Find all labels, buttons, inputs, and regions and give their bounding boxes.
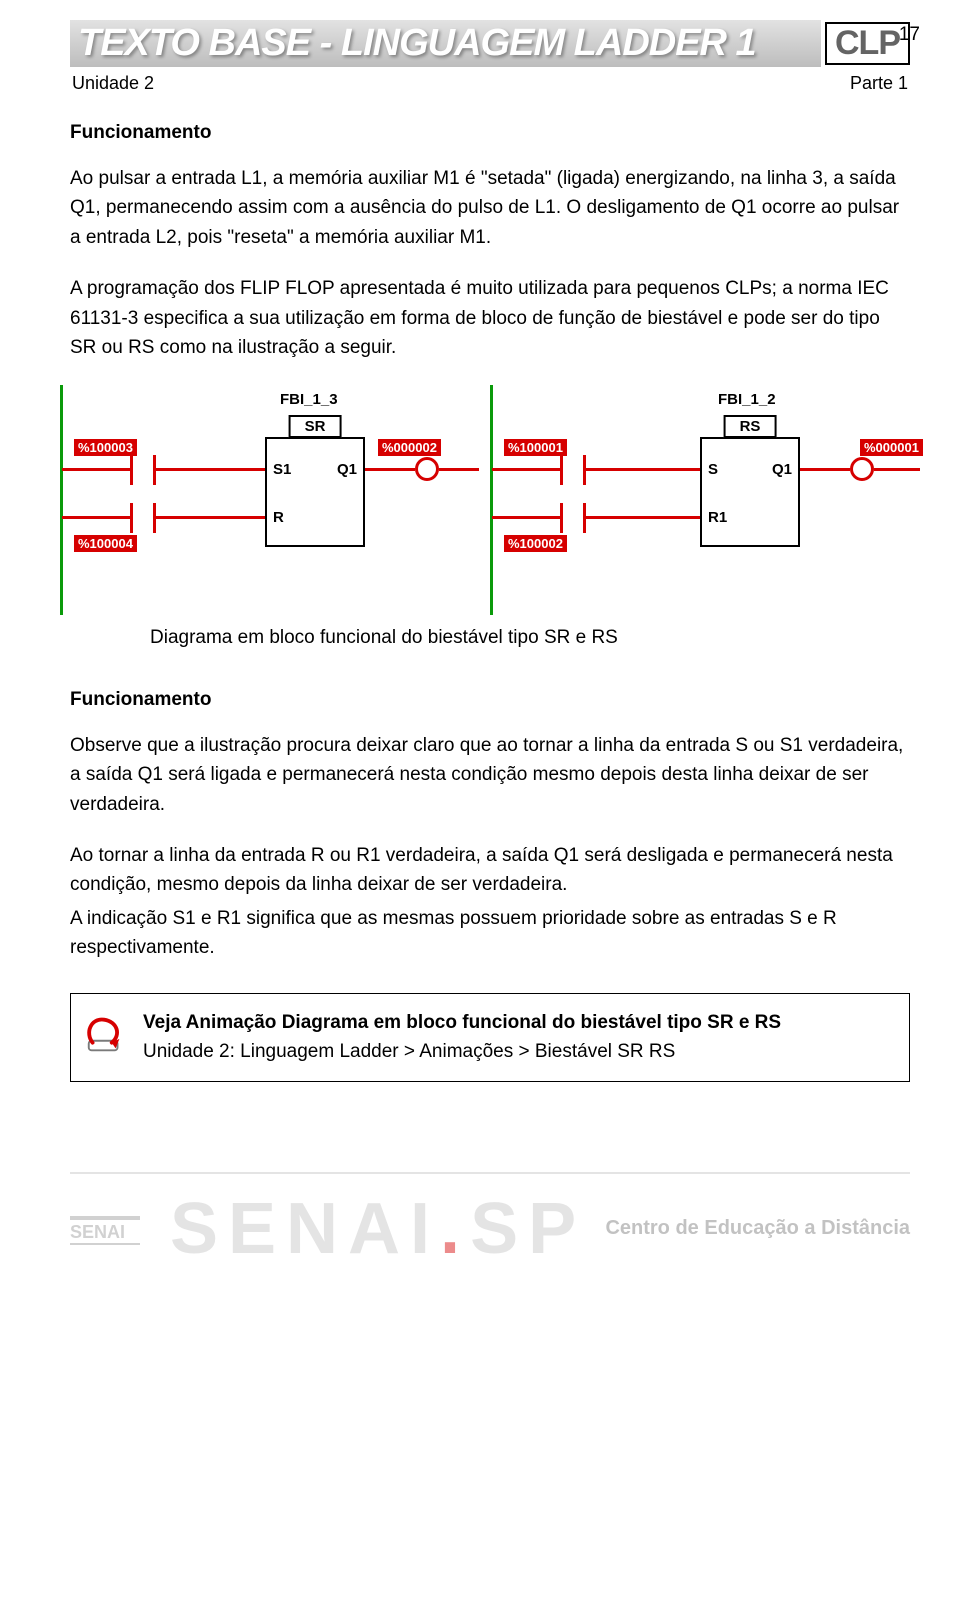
wire [586, 516, 700, 519]
callout-box: Veja Animação Diagrama em bloco funciona… [70, 993, 910, 1082]
wire [586, 468, 700, 471]
contact-fb2-s [560, 455, 586, 485]
wire [156, 468, 265, 471]
fb2-pin-q1: Q1 [772, 461, 792, 478]
senai-logo-big: SENAI.SP [170, 1188, 605, 1270]
tag-fb1-in-bot: %100004 [74, 535, 137, 552]
paragraph-1: Ao pulsar a entrada L1, a memória auxili… [70, 164, 910, 252]
fb1-instance-label: FBI_1_3 [280, 391, 338, 408]
part-label: Parte 1 [850, 73, 908, 94]
footer-cead: Centro de Educação a Distância [605, 1217, 910, 1240]
fb2-box: RS S Q1 R1 [700, 437, 800, 547]
fb1-box: SR S1 Q1 R [265, 437, 365, 547]
wire [492, 516, 560, 519]
ladder-diagram: FBI_1_3 SR S1 Q1 R %100003 %100004 %0000… [50, 385, 930, 615]
unit-label: Unidade 2 [72, 73, 154, 94]
fb1-pin-q1: Q1 [337, 461, 357, 478]
tag-fb2-out: %000001 [860, 439, 923, 456]
power-rail-left-1 [60, 385, 63, 615]
section-heading-2: Funcionamento [70, 689, 910, 711]
paragraph-2: A programação dos FLIP FLOP apresentada … [70, 274, 910, 362]
meta-row: Unidade 2 Parte 1 [72, 73, 908, 94]
banner-title: TEXTO BASE - LINGUAGEM LADDER 1 [70, 20, 821, 67]
contact-fb2-r1 [560, 503, 586, 533]
fb1-pin-s1: S1 [273, 461, 291, 478]
paragraph-3: Observe que a ilustração procura deixar … [70, 731, 910, 819]
banner-clp-box: CLP [825, 22, 910, 65]
fb1-type-label: SR [289, 415, 342, 438]
wire [874, 468, 920, 471]
svg-text:SENAI: SENAI [70, 1222, 125, 1242]
fb2-pin-r1: R1 [708, 509, 727, 526]
fb1-pin-r: R [273, 509, 284, 526]
fb2-type-label: RS [724, 415, 777, 438]
page-footer: SENAI SENAI.SP Centro de Educação a Dist… [70, 1172, 910, 1270]
contact-fb1-s1 [130, 455, 156, 485]
senai-logo-small: SENAI [70, 1212, 140, 1246]
tag-fb2-in-top: %100001 [504, 439, 567, 456]
wire [439, 468, 479, 471]
fb2-instance-label: FBI_1_2 [718, 391, 776, 408]
paragraph-4: Ao tornar a linha da entrada R ou R1 ver… [70, 841, 910, 900]
fb2-pin-s: S [708, 461, 718, 478]
tag-fb2-in-bot: %100002 [504, 535, 567, 552]
coil-fb2-q1 [850, 457, 874, 481]
wire [156, 516, 265, 519]
tag-fb1-out: %000002 [378, 439, 441, 456]
callout-line-1: Veja Animação Diagrama em bloco funciona… [143, 1008, 893, 1037]
wire [62, 516, 130, 519]
wire [62, 468, 130, 471]
coil-fb1-q1 [415, 457, 439, 481]
paragraph-5: A indicação S1 e R1 significa que as mes… [70, 904, 910, 963]
page-number: 17 [899, 24, 920, 46]
power-rail-left-2 [490, 385, 493, 615]
header-banner: TEXTO BASE - LINGUAGEM LADDER 1 CLP [70, 20, 910, 67]
wire [800, 468, 850, 471]
animation-icon [83, 1012, 129, 1058]
section-heading-1: Funcionamento [70, 122, 910, 144]
wire [365, 468, 415, 471]
contact-fb1-r [130, 503, 156, 533]
callout-line-2: Unidade 2: Linguagem Ladder > Animações … [143, 1037, 893, 1066]
wire [492, 468, 560, 471]
diagram-caption: Diagrama em bloco funcional do biestável… [150, 627, 910, 649]
tag-fb1-in-top: %100003 [74, 439, 137, 456]
